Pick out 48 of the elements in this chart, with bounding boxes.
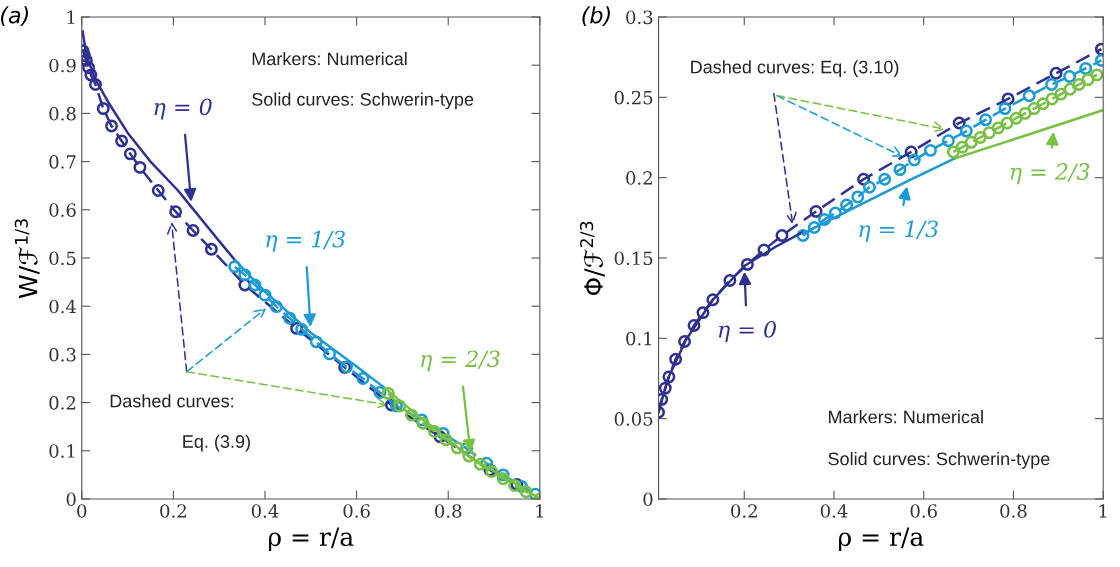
x-tick-label: 0.8 — [435, 504, 462, 518]
x-tick-label: 1 — [536, 504, 544, 518]
y-tick-label: 0.6 — [49, 203, 76, 217]
y-tick-label: 0.25 — [614, 90, 653, 105]
annotation: η = 0 — [154, 98, 212, 120]
y-axis-title: W/ℱ$^{1/3}$ — [14, 219, 40, 299]
y-tick-label: 0.5 — [49, 251, 76, 266]
y-tick-label: 0 — [66, 492, 76, 507]
annotation: η = 1/3 — [859, 220, 938, 242]
x-axis-title: ρ = r/a — [268, 527, 354, 552]
annotation: Dashed curves: Eq. (3.10) — [691, 60, 899, 77]
annotation: η = 2/3 — [1010, 163, 1090, 185]
annotation: Solid curves: Schwerin-type — [828, 451, 1050, 469]
y-tick-label: 0.7 — [49, 155, 76, 169]
y-axis-title: Φ/ℱ$^{2/3}$ — [579, 221, 605, 296]
x-tick-label: 0.6 — [910, 504, 937, 518]
x-axis-title: ρ = r/a — [839, 527, 924, 552]
y-tick-label: 0.8 — [49, 106, 76, 121]
annotation: Dashed curves: — [110, 394, 234, 408]
y-tick-label: 0.1 — [49, 444, 75, 458]
annotation: η = 2/3 — [421, 350, 500, 372]
chart-title: (b) — [582, 6, 610, 27]
annotation: η = 1/3 — [266, 230, 345, 252]
chart-title: (a) — [1, 6, 28, 27]
y-tick-label: 0.2 — [49, 396, 76, 410]
annotation: Markers: Numerical — [829, 410, 983, 424]
y-tick-label: 0.3 — [626, 10, 653, 25]
annotation: Markers: Numerical — [252, 51, 407, 66]
x-tick-label: 0.8 — [1000, 504, 1027, 518]
x-tick-label: 0 — [77, 504, 87, 518]
y-tick-label: 0.3 — [49, 347, 76, 362]
x-tick-label: 1 — [1099, 504, 1107, 518]
y-tick-label: 0.05 — [614, 412, 653, 426]
y-tick-label: 0.4 — [49, 299, 76, 314]
x-tick-label: 0.2 — [160, 504, 186, 518]
x-tick-label: 0.4 — [820, 504, 848, 518]
y-tick-label: 0.9 — [49, 58, 76, 73]
y-tick-label: 0.1 — [626, 331, 652, 346]
y-tick-label: 0.2 — [626, 171, 652, 185]
annotation: Eq. (3.9) — [183, 434, 250, 452]
y-tick-label: 0 — [643, 492, 653, 507]
x-tick-label: 0.6 — [343, 504, 370, 518]
annotation: Solid curves: Schwerin-type — [252, 92, 474, 110]
y-tick-label: 0.15 — [614, 251, 653, 266]
x-tick-label: 0.4 — [251, 504, 279, 518]
y-tick-label: 1 — [67, 10, 75, 24]
annotation: η = 0 — [718, 320, 776, 343]
x-tick-label: 0.2 — [731, 504, 757, 518]
